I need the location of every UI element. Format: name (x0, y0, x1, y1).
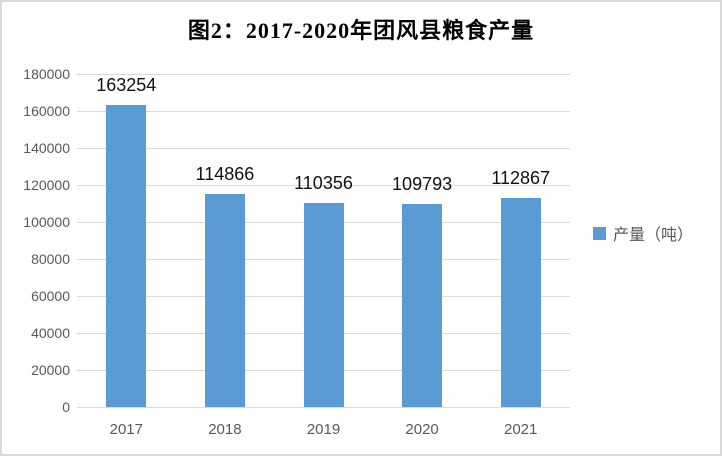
gridline (77, 147, 570, 149)
y-axis-tick-label: 140000 (23, 140, 70, 156)
y-axis-tick-label: 180000 (23, 66, 70, 82)
data-label-2020: 109793 (392, 173, 453, 194)
data-label-2017: 163254 (96, 74, 157, 95)
x-axis-tick-label-2020: 2020 (405, 421, 439, 438)
legend-label: 产量（吨） (613, 227, 694, 244)
x-axis-line (77, 406, 570, 408)
gridline (77, 110, 570, 112)
x-axis-tick-label-2018: 2018 (208, 421, 242, 438)
x-axis-tick-label-2019: 2019 (306, 421, 341, 438)
legend: 产量（吨） (593, 221, 693, 245)
chart-title: 图2：2017-2020年团风县粮食产量 (187, 18, 535, 43)
bar-2017 (106, 104, 147, 407)
y-axis-tick-label: 40000 (31, 325, 70, 341)
y-axis-tick-label: 80000 (31, 251, 70, 267)
y-axis-tick-label: 60000 (31, 288, 70, 304)
bar-2018 (204, 194, 245, 407)
data-label-2021: 112867 (491, 168, 551, 189)
x-axis-tick-label-2021: 2021 (504, 421, 538, 438)
y-axis-tick-label: 100000 (23, 214, 70, 230)
legend-swatch-icon (593, 226, 606, 240)
y-axis-tick-label: 0 (62, 399, 70, 415)
y-axis-tick-label: 20000 (31, 362, 70, 378)
gridline (77, 73, 570, 75)
y-axis-tick-label: 120000 (23, 177, 70, 193)
data-label-2018: 114866 (195, 164, 255, 185)
gridline (77, 184, 570, 186)
bar-2021 (500, 198, 541, 407)
data-label-2019: 110356 (294, 172, 353, 193)
bar-2020 (402, 203, 443, 407)
x-axis-tick-label-2017: 2017 (109, 421, 143, 438)
y-axis-tick-label: 160000 (23, 103, 70, 119)
bar-2019 (303, 202, 344, 407)
